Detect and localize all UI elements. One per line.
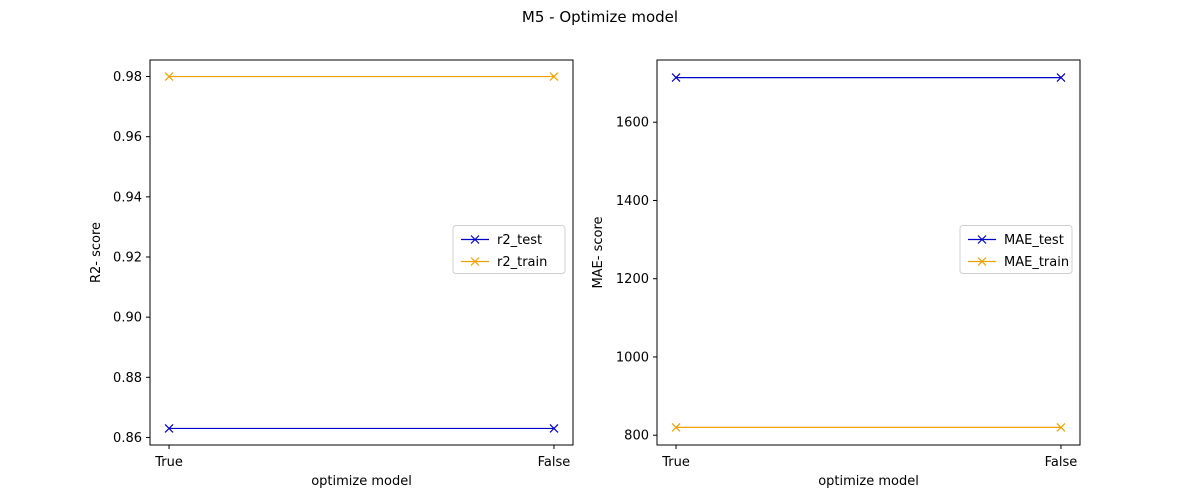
y-tick-label: 0.90 — [113, 311, 142, 326]
x-axis-label: optimize model — [311, 474, 412, 489]
legend-label: MAE_train — [1004, 255, 1069, 270]
plot-frame — [656, 59, 1081, 446]
y-axis-label: R2- score — [89, 222, 104, 283]
x-axis-label: optimize model — [818, 474, 919, 489]
y-axis-label: MAE- score — [591, 216, 606, 288]
legend-marker — [470, 257, 480, 266]
y-tick-label: 0.92 — [113, 251, 142, 266]
mae-score-chart: 800 1000 1200 1400 1600 True False optimize mod… — [591, 59, 1081, 489]
y-tick-label: 1400 — [616, 194, 649, 209]
data-point-r2_train — [549, 72, 559, 81]
data-point-r2_test — [549, 424, 559, 433]
y-tick-label: 0.86 — [113, 431, 142, 446]
data-point-r2_train — [164, 72, 174, 81]
legend-marker — [470, 235, 480, 244]
y-tick-label: 1200 — [616, 272, 649, 287]
x-tick-label: False — [1045, 455, 1078, 470]
figure-title: M5 - Optimize model — [522, 8, 678, 26]
legend: MAE_test MAE_train — [959, 225, 1073, 274]
x-tick-label: True — [661, 455, 690, 470]
plot-frame — [149, 59, 574, 446]
y-tick-label: 0.98 — [113, 70, 142, 85]
x-tick-label: True — [154, 455, 183, 470]
data-point-MAE_train — [1056, 422, 1066, 432]
y-tick-label: 0.94 — [113, 190, 142, 205]
y-tick-label: 800 — [624, 429, 649, 444]
legend-label: r2_train — [497, 255, 547, 270]
y-tick-label: 1600 — [616, 116, 649, 131]
legend-marker — [977, 235, 987, 244]
legend: r2_test r2_train — [452, 225, 566, 274]
legend-label: MAE_test — [1004, 233, 1064, 248]
x-tick-label: False — [538, 455, 571, 470]
legend-label: r2_test — [497, 233, 542, 248]
y-tick-label: 0.88 — [113, 371, 142, 386]
y-tick-label: 1000 — [616, 350, 649, 365]
legend-marker — [977, 257, 987, 266]
data-point-MAE_train — [671, 422, 681, 432]
r2-score-chart: 0.86 0.88 0.90 0.92 0.94 0.96 0.98 True False opt… — [89, 59, 574, 489]
data-point-r2_test — [164, 424, 174, 433]
y-tick-label: 0.96 — [113, 130, 142, 145]
data-point-MAE_test — [1056, 73, 1066, 83]
data-point-MAE_test — [671, 73, 681, 83]
